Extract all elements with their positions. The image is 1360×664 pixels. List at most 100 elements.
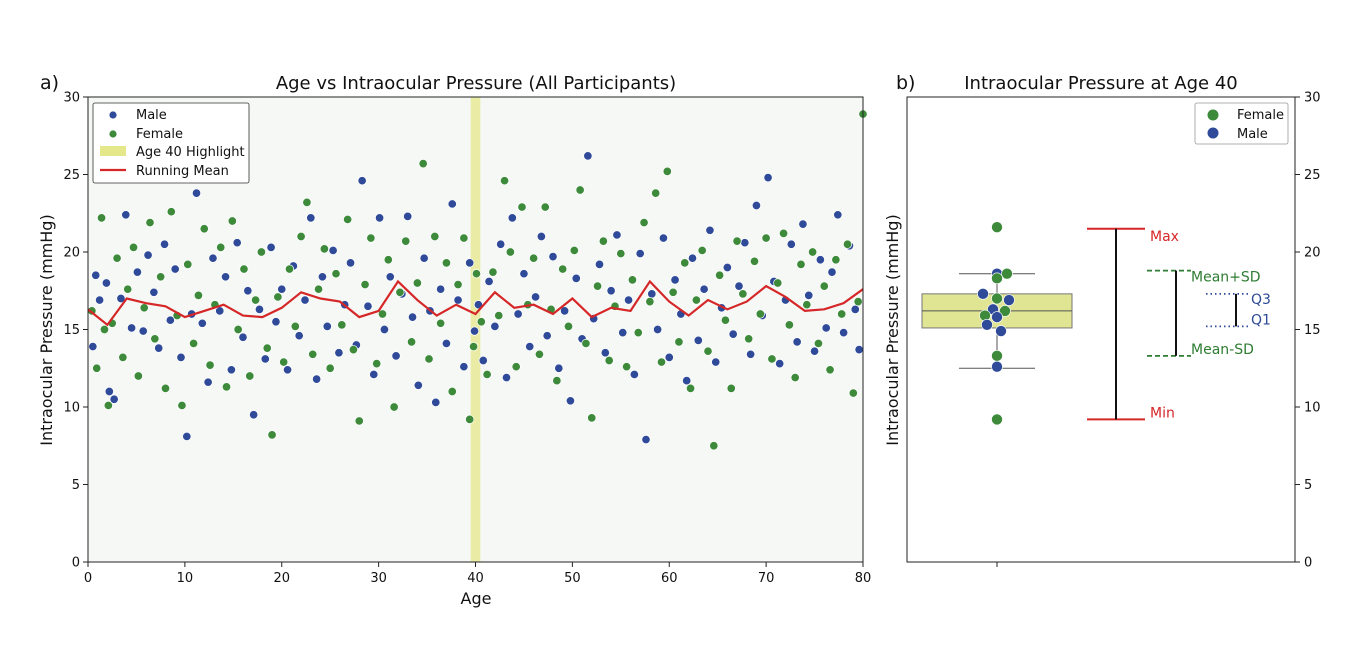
female-point bbox=[160, 383, 171, 393]
male-point bbox=[312, 374, 322, 384]
female-point bbox=[372, 359, 382, 369]
panel-b-y-label: Intraocular Pressure (mmHg) bbox=[883, 214, 902, 445]
male-point bbox=[740, 238, 750, 248]
female-point bbox=[383, 255, 393, 265]
male-point bbox=[322, 321, 332, 331]
female-point bbox=[395, 287, 405, 297]
female-point bbox=[279, 357, 289, 367]
male-point bbox=[271, 317, 281, 327]
male-point bbox=[459, 362, 469, 372]
male-point bbox=[403, 211, 413, 221]
legend-running-mean-label: Running Mean bbox=[136, 164, 229, 179]
male-point bbox=[658, 233, 668, 243]
female-point bbox=[412, 278, 422, 288]
female-point bbox=[325, 363, 335, 373]
female-point bbox=[779, 228, 789, 238]
male-point bbox=[317, 272, 327, 282]
male-point bbox=[357, 176, 367, 186]
female-point bbox=[199, 224, 209, 234]
female-point bbox=[680, 258, 690, 268]
female-point bbox=[691, 295, 701, 305]
male-point bbox=[170, 264, 180, 274]
male-point bbox=[1003, 294, 1015, 306]
male-point bbox=[751, 200, 761, 211]
female-point bbox=[296, 231, 306, 242]
female-point bbox=[488, 267, 498, 277]
male-point bbox=[827, 267, 837, 277]
female-point bbox=[494, 310, 504, 321]
male-point bbox=[606, 286, 616, 296]
female-point bbox=[418, 159, 428, 169]
female-point bbox=[92, 363, 102, 373]
y-tick-label: 0 bbox=[72, 556, 80, 571]
male-point bbox=[571, 273, 581, 283]
male-point bbox=[266, 242, 276, 252]
male-point bbox=[560, 306, 570, 316]
male-point bbox=[436, 284, 446, 294]
female-point bbox=[831, 255, 841, 265]
female-point bbox=[575, 185, 585, 195]
female-point bbox=[183, 259, 193, 269]
male-point bbox=[375, 213, 385, 223]
female-point bbox=[552, 376, 562, 386]
male-point bbox=[850, 304, 860, 314]
female-point bbox=[273, 292, 283, 302]
female-point bbox=[686, 383, 696, 393]
male-point bbox=[594, 259, 605, 269]
running-mean-line bbox=[87, 279, 864, 327]
female-point bbox=[216, 242, 226, 252]
female-point bbox=[156, 272, 166, 282]
male-point bbox=[711, 357, 721, 367]
male-point bbox=[746, 349, 756, 359]
male-point bbox=[277, 284, 287, 294]
male-point bbox=[565, 396, 575, 406]
male-point bbox=[294, 331, 304, 341]
female-point bbox=[1001, 267, 1013, 280]
legend-b-male-marker bbox=[1207, 127, 1219, 139]
male-point bbox=[629, 369, 639, 379]
male-point bbox=[641, 434, 651, 445]
female-point bbox=[453, 279, 463, 290]
female-point bbox=[744, 334, 754, 344]
female-point bbox=[145, 218, 155, 228]
female-point bbox=[360, 279, 370, 290]
male-point bbox=[734, 281, 744, 291]
male-point bbox=[203, 377, 213, 387]
male-point bbox=[413, 380, 423, 390]
female-point bbox=[430, 231, 440, 242]
female-point bbox=[424, 354, 434, 364]
female-point bbox=[123, 284, 133, 294]
male-point bbox=[484, 276, 494, 286]
female-point bbox=[709, 441, 719, 451]
female-point bbox=[558, 264, 568, 274]
legend-highlight-swatch bbox=[100, 146, 126, 156]
female-point bbox=[112, 253, 122, 263]
male-point bbox=[991, 311, 1003, 323]
female-point bbox=[97, 213, 107, 223]
female-point bbox=[284, 264, 295, 274]
male-point bbox=[839, 328, 849, 338]
female-point bbox=[767, 354, 777, 364]
y-tick-label: 20 bbox=[1304, 246, 1321, 261]
y-tick-label: 10 bbox=[63, 401, 80, 416]
legend-male-label: Male bbox=[136, 108, 167, 123]
q1-label: Q1 bbox=[1251, 312, 1271, 328]
male-point bbox=[612, 230, 622, 240]
male-point bbox=[345, 258, 356, 268]
male-point bbox=[991, 360, 1003, 373]
female-point bbox=[133, 371, 143, 381]
female-point bbox=[407, 337, 417, 347]
male-point bbox=[260, 354, 270, 364]
male-point bbox=[624, 295, 634, 305]
female-point bbox=[593, 281, 603, 291]
male-point bbox=[670, 275, 680, 285]
male-point bbox=[682, 376, 692, 386]
male-point bbox=[385, 272, 395, 282]
male-point bbox=[664, 352, 674, 362]
male-point bbox=[238, 332, 248, 342]
female-point bbox=[302, 197, 312, 207]
y-tick-label: 5 bbox=[72, 478, 80, 493]
male-point bbox=[465, 258, 475, 268]
female-point bbox=[819, 281, 829, 291]
female-point bbox=[331, 269, 341, 279]
